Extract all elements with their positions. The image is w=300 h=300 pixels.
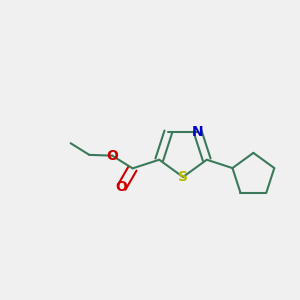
Text: O: O bbox=[116, 180, 127, 194]
Text: S: S bbox=[178, 170, 188, 184]
Text: O: O bbox=[106, 149, 118, 163]
Text: N: N bbox=[192, 125, 203, 139]
